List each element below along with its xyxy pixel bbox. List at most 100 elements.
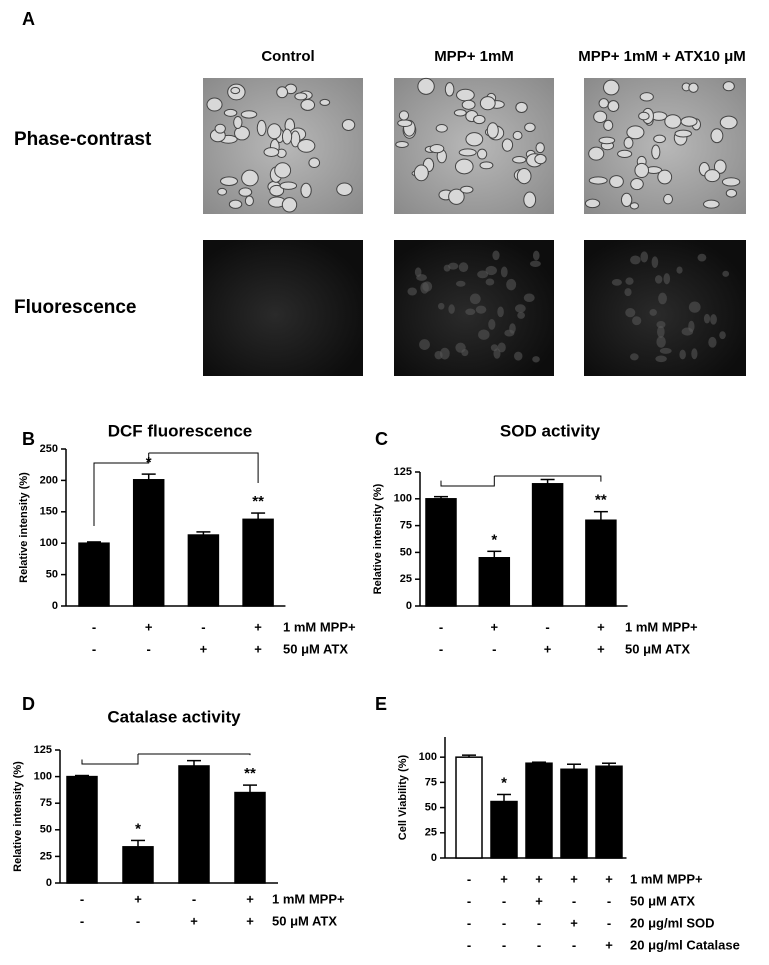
nucleus — [656, 320, 666, 329]
cell — [297, 138, 316, 153]
nucleus — [688, 301, 701, 313]
cell — [634, 162, 650, 179]
cell — [721, 177, 741, 187]
nucleus — [492, 250, 500, 261]
nucleus — [632, 316, 642, 326]
cell — [460, 185, 474, 194]
nucleus — [493, 348, 501, 359]
cell — [657, 169, 673, 185]
y-tick-label: 0 — [46, 877, 52, 889]
condition-sign: - — [572, 893, 576, 908]
cell — [626, 125, 645, 140]
nucleus — [691, 348, 698, 360]
y-axis-label: Relative intensity (%) — [18, 472, 30, 583]
cell — [319, 98, 331, 106]
nucleus — [681, 327, 694, 336]
significance-label: ** — [595, 492, 607, 509]
condition-sign: + — [200, 641, 208, 656]
y-tick-label: 25 — [400, 573, 412, 585]
cell — [663, 193, 673, 205]
cell — [279, 181, 298, 190]
y-tick-label: 125 — [34, 744, 52, 756]
bar — [178, 765, 210, 884]
condition-label: 50 μM ATX — [630, 893, 695, 908]
cell — [617, 149, 633, 158]
nucleus — [679, 349, 686, 360]
nucleus — [630, 255, 641, 265]
condition-label: 20 μg/ml Catalase — [630, 937, 740, 952]
cell — [461, 99, 476, 110]
condition-sign: + — [570, 915, 578, 930]
cell — [722, 81, 735, 92]
y-axis-label: Cell Viability (%) — [397, 754, 409, 840]
y-axis-label: Relative intensity (%) — [372, 483, 384, 594]
cell — [523, 191, 537, 208]
cell — [515, 101, 528, 113]
nucleus — [458, 262, 469, 273]
cell — [477, 148, 488, 160]
row-label: Phase-contrast — [14, 129, 152, 150]
cell — [453, 109, 467, 117]
nucleus — [655, 355, 667, 363]
cell — [725, 188, 738, 198]
condition-label: 50 μM ATX — [272, 913, 337, 928]
cell — [603, 79, 620, 96]
nucleus — [497, 342, 506, 353]
bar — [242, 518, 274, 607]
y-tick-label: 75 — [425, 776, 437, 788]
panel-label: C — [375, 429, 388, 449]
cell — [300, 182, 312, 199]
condition-sign: - — [545, 619, 549, 634]
bar — [478, 557, 511, 607]
nucleus — [624, 288, 632, 297]
bar — [234, 791, 266, 884]
bar — [425, 498, 457, 607]
condition-sign: - — [80, 913, 84, 928]
cell — [217, 187, 228, 196]
cell — [607, 100, 620, 113]
condition-sign: + — [535, 871, 543, 886]
cell — [256, 119, 267, 137]
condition-sign: + — [597, 641, 605, 656]
condition-sign: - — [537, 937, 541, 952]
cell — [240, 110, 258, 119]
cell — [244, 195, 254, 207]
y-tick-label: 100 — [40, 537, 58, 549]
condition-sign: + — [254, 619, 262, 634]
cell — [479, 161, 494, 170]
cell — [703, 199, 720, 209]
cell — [308, 157, 321, 168]
y-tick-label: 200 — [40, 474, 58, 486]
condition-sign: + — [597, 619, 605, 634]
cell — [516, 168, 532, 185]
fluorescence-image — [394, 240, 554, 376]
cell — [397, 119, 413, 127]
column-header: Control — [261, 48, 314, 65]
cell — [629, 202, 639, 210]
significance-label: ** — [252, 493, 264, 510]
condition-sign: - — [537, 915, 541, 930]
cell — [465, 132, 484, 147]
nucleus — [659, 347, 672, 354]
condition-sign: - — [607, 893, 611, 908]
cell — [223, 108, 238, 117]
significance-label: * — [501, 774, 507, 791]
cell — [220, 176, 238, 187]
nucleus — [455, 280, 466, 287]
condition-sign: + — [190, 913, 198, 928]
condition-sign: - — [467, 871, 471, 886]
cell — [588, 176, 608, 185]
y-tick-label: 0 — [52, 600, 58, 612]
cell — [630, 177, 644, 191]
cell — [448, 188, 465, 205]
nucleus — [529, 260, 541, 267]
y-tick-label: 50 — [425, 801, 437, 813]
cell — [593, 110, 608, 123]
cell — [651, 144, 661, 160]
significance-label: ** — [244, 765, 256, 782]
cell — [603, 119, 614, 131]
bar — [585, 519, 617, 607]
condition-sign: - — [467, 937, 471, 952]
nucleus — [497, 306, 504, 318]
